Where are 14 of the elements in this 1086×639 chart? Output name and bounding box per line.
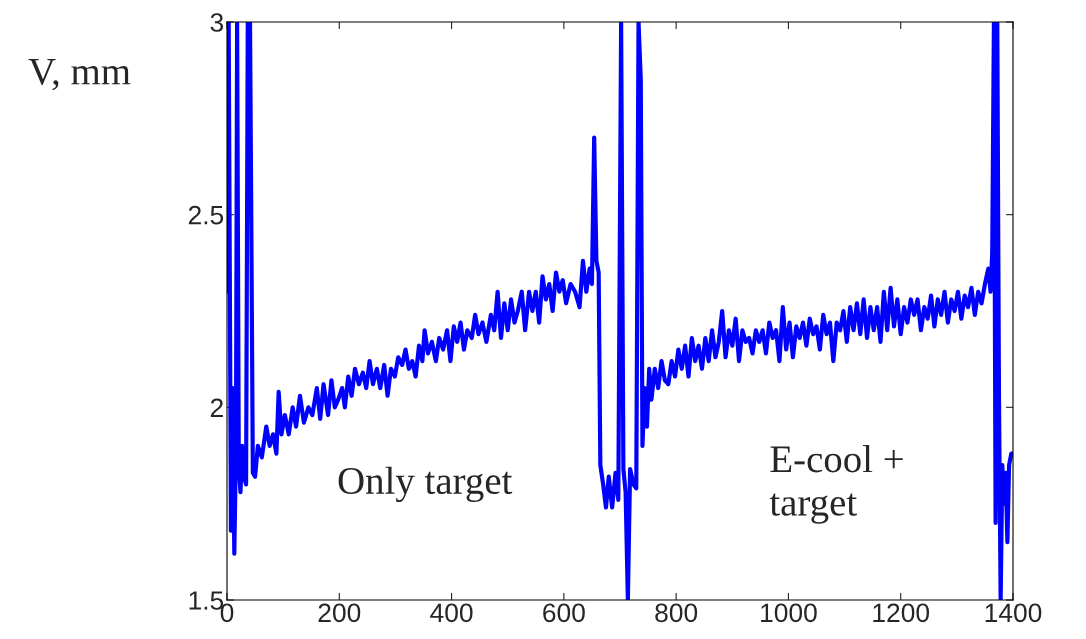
x-tick-label: 1400 [985,603,1042,623]
line-series [227,22,1013,600]
x-tick-label: 1200 [873,603,930,623]
x-tick-label: 400 [430,603,473,623]
x-tick-label: 800 [655,603,698,623]
y-axis-title: V, mm [28,58,131,91]
annotation: E-cool + target [769,445,903,524]
annotation: Only target [338,466,513,503]
y-tick-label: 3 [210,13,224,32]
y-tick-label: 2 [210,398,223,417]
x-tick-label: 1000 [761,603,817,623]
y-tick-label: 2.5 [188,205,224,225]
x-tick-label: 200 [318,603,361,623]
x-tick-label: 600 [543,603,585,623]
